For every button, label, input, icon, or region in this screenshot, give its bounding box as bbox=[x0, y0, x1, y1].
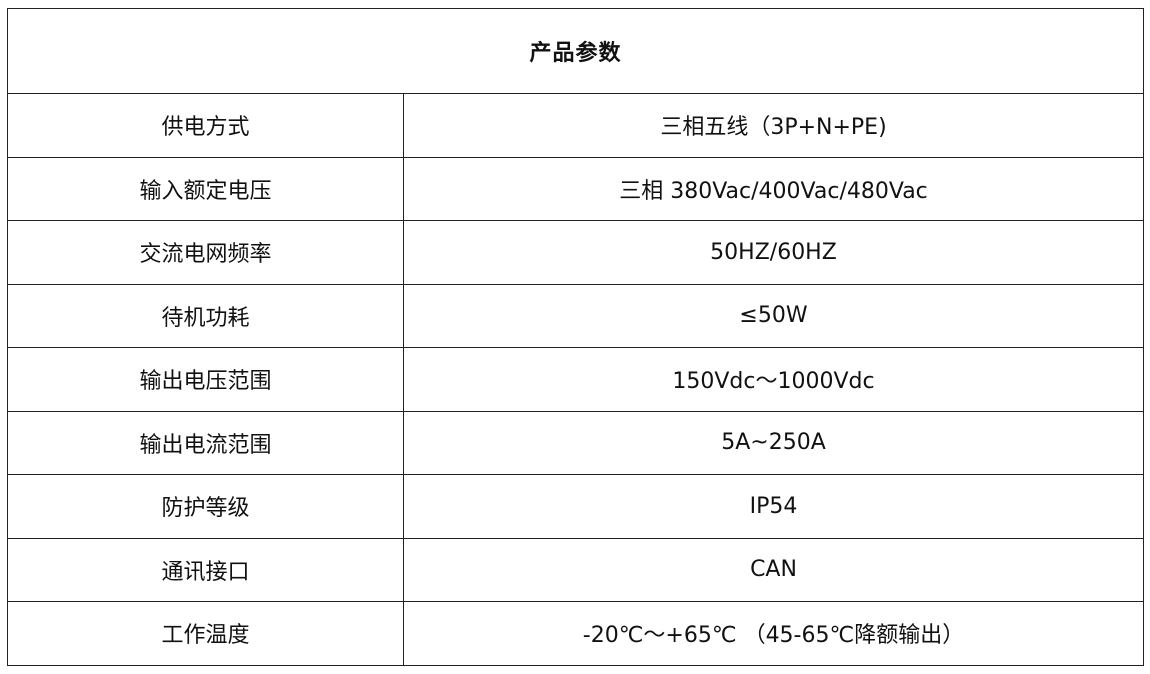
parameter-label: 输入额定电压 bbox=[7, 156, 404, 221]
table-row: 输出电流范围 5A~250A bbox=[7, 410, 1144, 475]
table-row: 工作温度 -20℃～+65℃ （45-65℃降额输出） bbox=[7, 601, 1144, 666]
table-row: 防护等级 IP54 bbox=[7, 474, 1144, 539]
parameter-label: 供电方式 bbox=[7, 93, 404, 158]
table-row: 交流电网频率 50HZ/60HZ bbox=[7, 220, 1144, 285]
parameter-value: 5A~250A bbox=[403, 410, 1144, 475]
table-row: 供电方式 三相五线（3P+N+PE) bbox=[7, 93, 1144, 158]
parameter-label: 防护等级 bbox=[7, 474, 404, 539]
parameter-value: CAN bbox=[403, 537, 1144, 602]
table-row: 输出电压范围 150Vdc～1000Vdc bbox=[7, 347, 1144, 412]
parameter-label: 交流电网频率 bbox=[7, 220, 404, 285]
table-row: 通讯接口 CAN bbox=[7, 537, 1144, 602]
parameter-value: ≤50W bbox=[403, 283, 1144, 348]
parameter-label: 通讯接口 bbox=[7, 537, 404, 602]
parameter-label: 待机功耗 bbox=[7, 283, 404, 348]
parameter-value: 三相五线（3P+N+PE) bbox=[403, 93, 1144, 158]
parameter-value: -20℃～+65℃ （45-65℃降额输出） bbox=[403, 601, 1144, 666]
parameter-value: IP54 bbox=[403, 474, 1144, 539]
parameter-value: 150Vdc～1000Vdc bbox=[403, 347, 1144, 412]
parameter-label: 工作温度 bbox=[7, 601, 404, 666]
parameter-value: 50HZ/60HZ bbox=[403, 220, 1144, 285]
title-row: 产品参数 bbox=[7, 8, 1144, 94]
parameter-value: 三相 380Vac/400Vac/480Vac bbox=[403, 156, 1144, 221]
table-title: 产品参数 bbox=[7, 8, 1144, 94]
product-parameters-table: 产品参数 供电方式 三相五线（3P+N+PE) 输入额定电压 三相 380Vac/40… bbox=[7, 8, 1144, 666]
parameter-label: 输出电压范围 bbox=[7, 347, 404, 412]
table-row: 输入额定电压 三相 380Vac/400Vac/480Vac bbox=[7, 156, 1144, 221]
table-row: 待机功耗 ≤50W bbox=[7, 283, 1144, 348]
parameter-label: 输出电流范围 bbox=[7, 410, 404, 475]
